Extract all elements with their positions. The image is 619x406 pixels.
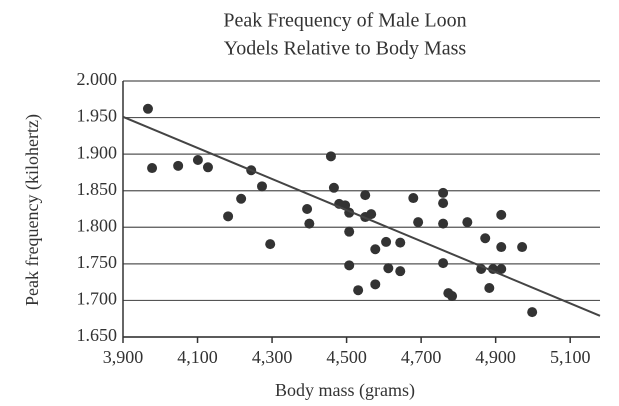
y-tick-label: 1.950 — [77, 106, 118, 126]
point — [496, 242, 507, 253]
point — [173, 160, 184, 171]
point — [325, 151, 336, 162]
point — [360, 190, 371, 201]
point — [257, 181, 268, 192]
point — [353, 285, 364, 296]
point — [408, 193, 419, 204]
point — [265, 239, 276, 250]
point — [202, 162, 213, 173]
point — [395, 266, 406, 277]
point — [496, 209, 507, 220]
point — [328, 182, 339, 193]
point — [344, 226, 355, 237]
point — [366, 209, 377, 220]
y-tick-label: 2.000 — [77, 69, 118, 89]
point — [236, 193, 247, 204]
trend-line — [122, 115, 601, 317]
x-tick-label: 4,500 — [326, 347, 367, 367]
point — [527, 307, 538, 318]
y-tick-label: 1.850 — [77, 179, 118, 199]
point — [413, 217, 424, 228]
y-axis-label: Peak frequency (kilohertz) — [22, 114, 43, 306]
point — [438, 258, 449, 269]
point — [142, 103, 153, 114]
y-tick-label: 1.650 — [77, 325, 118, 345]
y-tick-label: 1.800 — [77, 215, 118, 235]
y-tick-label: 1.900 — [77, 142, 118, 162]
point — [370, 279, 381, 290]
point — [496, 263, 507, 274]
point — [223, 211, 234, 222]
point — [370, 244, 381, 255]
point — [438, 187, 449, 198]
point — [383, 263, 394, 274]
x-tick-label: 4,300 — [252, 347, 293, 367]
point — [484, 282, 495, 293]
chart-title: Yodels Relative to Body Mass — [224, 38, 467, 60]
point — [480, 233, 491, 244]
chart-title: Peak Frequency of Male Loon — [223, 10, 466, 32]
point — [438, 198, 449, 209]
x-tick-label: 4,700 — [401, 347, 442, 367]
x-tick-label: 4,100 — [177, 347, 218, 367]
x-tick-label: 4,900 — [475, 347, 516, 367]
point — [462, 217, 473, 228]
x-tick-label: 5,100 — [550, 347, 591, 367]
y-tick-label: 1.700 — [77, 289, 118, 309]
point — [147, 163, 158, 174]
point — [447, 291, 458, 302]
x-axis-label: Body mass (grams) — [275, 380, 415, 401]
point — [304, 218, 315, 229]
point — [344, 260, 355, 271]
point — [438, 218, 449, 229]
x-tick-label: 3,900 — [103, 347, 144, 367]
point — [302, 204, 313, 214]
y-tick-label: 1.750 — [77, 252, 118, 272]
point — [192, 154, 203, 165]
point — [517, 242, 528, 253]
point — [395, 237, 406, 248]
point — [381, 236, 392, 247]
